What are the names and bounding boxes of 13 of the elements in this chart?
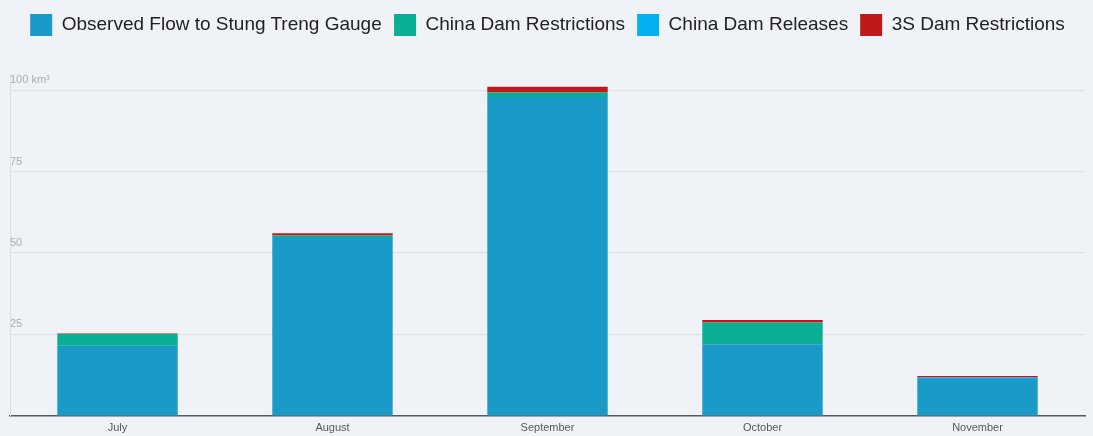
x-tick-label: August bbox=[315, 421, 350, 434]
y-tick-label: 50 bbox=[10, 236, 23, 249]
legend-label: China Dam Restrictions bbox=[425, 13, 626, 35]
y-tick-label: 100 km³ bbox=[10, 73, 51, 86]
x-tick-label: October bbox=[742, 421, 783, 434]
legend-label: 3S Dam Restrictions bbox=[891, 13, 1065, 35]
legend-label: Observed Flow to Stung Treng Gauge bbox=[61, 13, 382, 35]
y-tick-label: 75 bbox=[10, 154, 23, 167]
x-tick-label: September bbox=[520, 421, 575, 434]
legend-label: China Dam Releases bbox=[668, 13, 849, 35]
x-tick-label: July bbox=[107, 421, 128, 434]
y-tick-label: 25 bbox=[10, 317, 23, 330]
x-tick-label: November bbox=[952, 421, 1004, 434]
